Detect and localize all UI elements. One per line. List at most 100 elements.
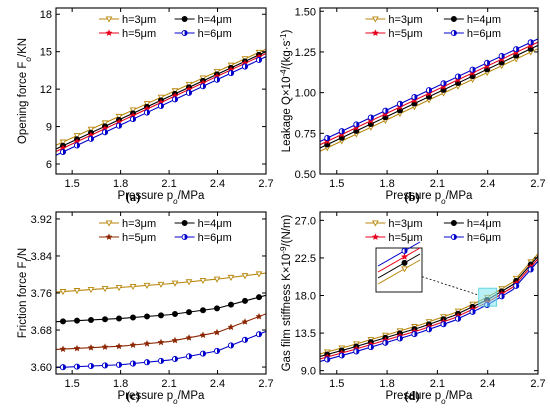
legend-marker bbox=[181, 15, 188, 22]
series-marker-3 bbox=[129, 341, 137, 349]
series-line-1 bbox=[56, 272, 266, 293]
zoom-box bbox=[375, 247, 423, 293]
series-marker-4 bbox=[338, 128, 345, 135]
y-tick-label: 22.5 bbox=[295, 253, 316, 265]
legend-item: h=4μm bbox=[174, 218, 232, 230]
series-marker-1 bbox=[73, 288, 81, 295]
series-marker-3 bbox=[241, 318, 249, 325]
series-marker-4 bbox=[199, 350, 207, 357]
y-tick-label: 0.75 bbox=[295, 128, 316, 140]
y-tick-label: 3.68 bbox=[31, 325, 52, 337]
series-marker-1 bbox=[73, 133, 81, 140]
legend-marker bbox=[181, 29, 188, 37]
y-tick-label: 18 bbox=[40, 9, 52, 21]
x-tick-label: 1.8 bbox=[379, 378, 394, 390]
x-axis-label: Pressure po/MPa bbox=[386, 390, 474, 406]
series-marker-4 bbox=[73, 363, 81, 370]
x-tick-label: 2.1 bbox=[161, 178, 176, 190]
legend-label: h=4μm bbox=[467, 218, 501, 230]
zoom-inset bbox=[375, 241, 498, 307]
x-tick-label: 1.5 bbox=[329, 178, 344, 190]
x-tick-label: 2.4 bbox=[210, 178, 225, 190]
legend-item: h=5μm bbox=[99, 28, 156, 40]
chart-panel-1: 1.5 1.8 2.1 2.4 2.7 6 9 12 15 18 Pressure po/MPa Op… bbox=[17, 7, 274, 206]
series-marker-4 bbox=[469, 66, 476, 73]
legend: h=3μm h=4μm h=5μm h=6μm bbox=[365, 218, 501, 244]
series-marker-1 bbox=[101, 120, 109, 127]
series-marker-4 bbox=[185, 89, 193, 96]
legend-label: h=5μm bbox=[122, 232, 156, 244]
series-marker-4 bbox=[367, 344, 374, 351]
x-tick-label: 2.4 bbox=[210, 378, 225, 390]
series-marker-3 bbox=[101, 343, 109, 351]
legend-marker bbox=[450, 29, 457, 37]
series-marker-2 bbox=[60, 318, 67, 325]
legend-marker bbox=[181, 233, 188, 241]
series-marker-2 bbox=[74, 317, 81, 324]
series-marker-4 bbox=[324, 134, 331, 142]
legend-marker bbox=[181, 219, 188, 226]
series-marker-4 bbox=[115, 361, 123, 368]
zoom-series-line bbox=[377, 241, 421, 267]
chart-panel-4: 1.5 1.8 2.1 2.4 2.7 9.0 13.5 18.0 22.5 27.0 Pressu… bbox=[279, 211, 546, 406]
legend-marker bbox=[105, 29, 113, 37]
series-marker-4 bbox=[425, 87, 433, 94]
y-tick-label: 1.25 bbox=[295, 47, 316, 59]
series-marker-3 bbox=[171, 336, 179, 344]
series-marker-3 bbox=[59, 345, 67, 353]
series-marker-4 bbox=[157, 102, 165, 110]
series-marker-4 bbox=[171, 96, 179, 103]
series-marker-4 bbox=[484, 59, 491, 66]
series-marker-4 bbox=[353, 348, 360, 355]
series-marker-4 bbox=[396, 335, 403, 342]
series-marker-4 bbox=[382, 339, 389, 346]
series-marker-4 bbox=[353, 121, 360, 128]
x-tick-label: 2.1 bbox=[430, 378, 445, 390]
zoom-marker bbox=[401, 247, 408, 254]
legend: h=3μm h=4μm h=5μm h=6μm bbox=[365, 14, 501, 40]
series-marker-4 bbox=[255, 331, 263, 338]
series-marker-4 bbox=[59, 148, 67, 156]
series-marker-2 bbox=[116, 315, 123, 322]
y-axis-label: Gas film stiffness K×10-9/(N/m) bbox=[279, 214, 294, 371]
x-tick-label: 1.8 bbox=[113, 378, 128, 390]
y-tick-label: 1.00 bbox=[295, 88, 316, 100]
plot-area bbox=[320, 38, 538, 152]
series-marker-4 bbox=[241, 336, 249, 343]
series-line-4 bbox=[320, 260, 538, 363]
series-marker-2 bbox=[129, 314, 136, 321]
series-line-3 bbox=[320, 258, 538, 360]
x-axis-label: Pressure po/MPa bbox=[118, 190, 206, 206]
series-marker-4 bbox=[101, 362, 109, 369]
series-marker-1 bbox=[241, 273, 249, 280]
series-marker-4 bbox=[411, 93, 418, 101]
series-marker-4 bbox=[185, 353, 193, 360]
series-marker-1 bbox=[87, 126, 95, 133]
legend-item: h=4μm bbox=[443, 14, 501, 26]
series-marker-4 bbox=[382, 107, 389, 114]
series-marker-4 bbox=[455, 73, 462, 80]
series-marker-3 bbox=[115, 342, 123, 350]
legend-item: h=6μm bbox=[174, 28, 232, 40]
series-marker-4 bbox=[513, 46, 520, 53]
panel-label: (c) bbox=[126, 389, 140, 403]
series-marker-1 bbox=[115, 113, 123, 120]
series-marker-1 bbox=[227, 274, 235, 281]
series-marker-4 bbox=[171, 355, 179, 363]
series-marker-2 bbox=[171, 310, 178, 317]
series-marker-2 bbox=[213, 305, 220, 312]
series-line-2 bbox=[320, 255, 538, 357]
x-tick-label: 1.5 bbox=[329, 378, 344, 390]
legend-item: h=5μm bbox=[99, 232, 156, 244]
series-marker-4 bbox=[440, 80, 447, 87]
series-marker-2 bbox=[241, 297, 248, 304]
y-tick-label: 27.0 bbox=[295, 215, 316, 227]
series-marker-3 bbox=[199, 331, 207, 339]
series-marker-4 bbox=[73, 142, 81, 149]
series-marker-4 bbox=[255, 56, 263, 64]
series-marker-1 bbox=[101, 286, 109, 293]
chart-panel-3: 1.5 1.8 2.1 2.4 2.7 3.60 3.68 3.76 3.84 3.92 Press… bbox=[17, 211, 274, 406]
x-tick-label: 2.7 bbox=[530, 378, 545, 390]
series-marker-4 bbox=[324, 356, 331, 363]
plot-area bbox=[56, 48, 266, 156]
